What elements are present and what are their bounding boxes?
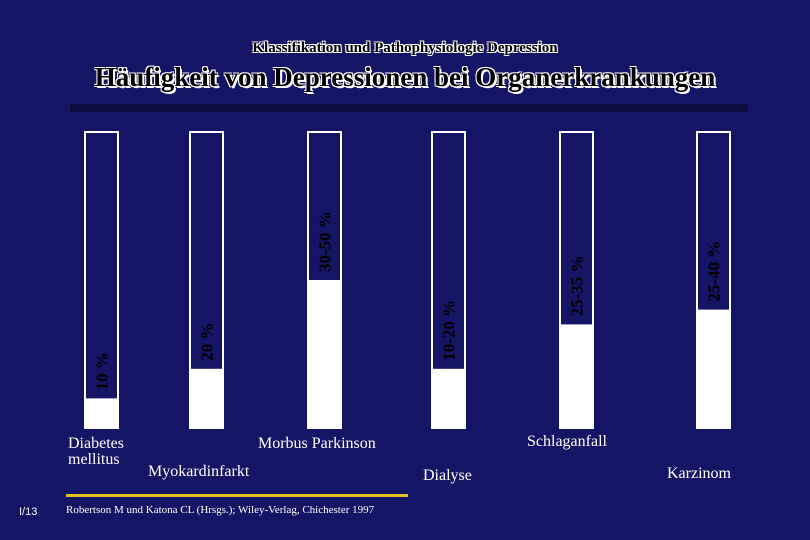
footer-divider (66, 494, 408, 497)
bar-value-label: 25-35 % (568, 255, 587, 316)
title-underline (70, 104, 748, 112)
bar-fill (308, 280, 341, 428)
category-label-dialyse: Dialyse (423, 467, 472, 484)
category-label-karzinom: Karzinom (667, 465, 731, 482)
bar-value-label: 20 % (198, 323, 217, 361)
slide-number: I/13 (19, 506, 38, 518)
category-label-parkinson: Morbus Parkinson (258, 435, 376, 452)
bar-value-label: 10 % (93, 352, 112, 390)
source-citation: Robertson M und Katona CL (Hrsgs.); Wile… (66, 504, 375, 516)
slide-supertitle: Klassifikation und Pathophysiologie Depr… (252, 40, 558, 56)
category-label-myokardinfarkt: Myokardinfarkt (148, 463, 250, 480)
bar-fill (560, 324, 593, 428)
bar-fill (697, 309, 730, 428)
bar-fill (85, 398, 118, 428)
bar-value-label: 30-50 % (316, 211, 335, 272)
slide-title: Häufigkeit von Depressionen bei Organerk… (94, 62, 716, 92)
category-label-diabetes: Diabetes mellitus (68, 435, 124, 468)
bar-fill (432, 368, 465, 428)
bar-value-label: 25-40 % (705, 241, 724, 302)
category-label-schlaganfall: Schlaganfall (527, 433, 607, 450)
bar-fill (190, 368, 223, 428)
bar-value-label: 10-20 % (440, 300, 459, 361)
